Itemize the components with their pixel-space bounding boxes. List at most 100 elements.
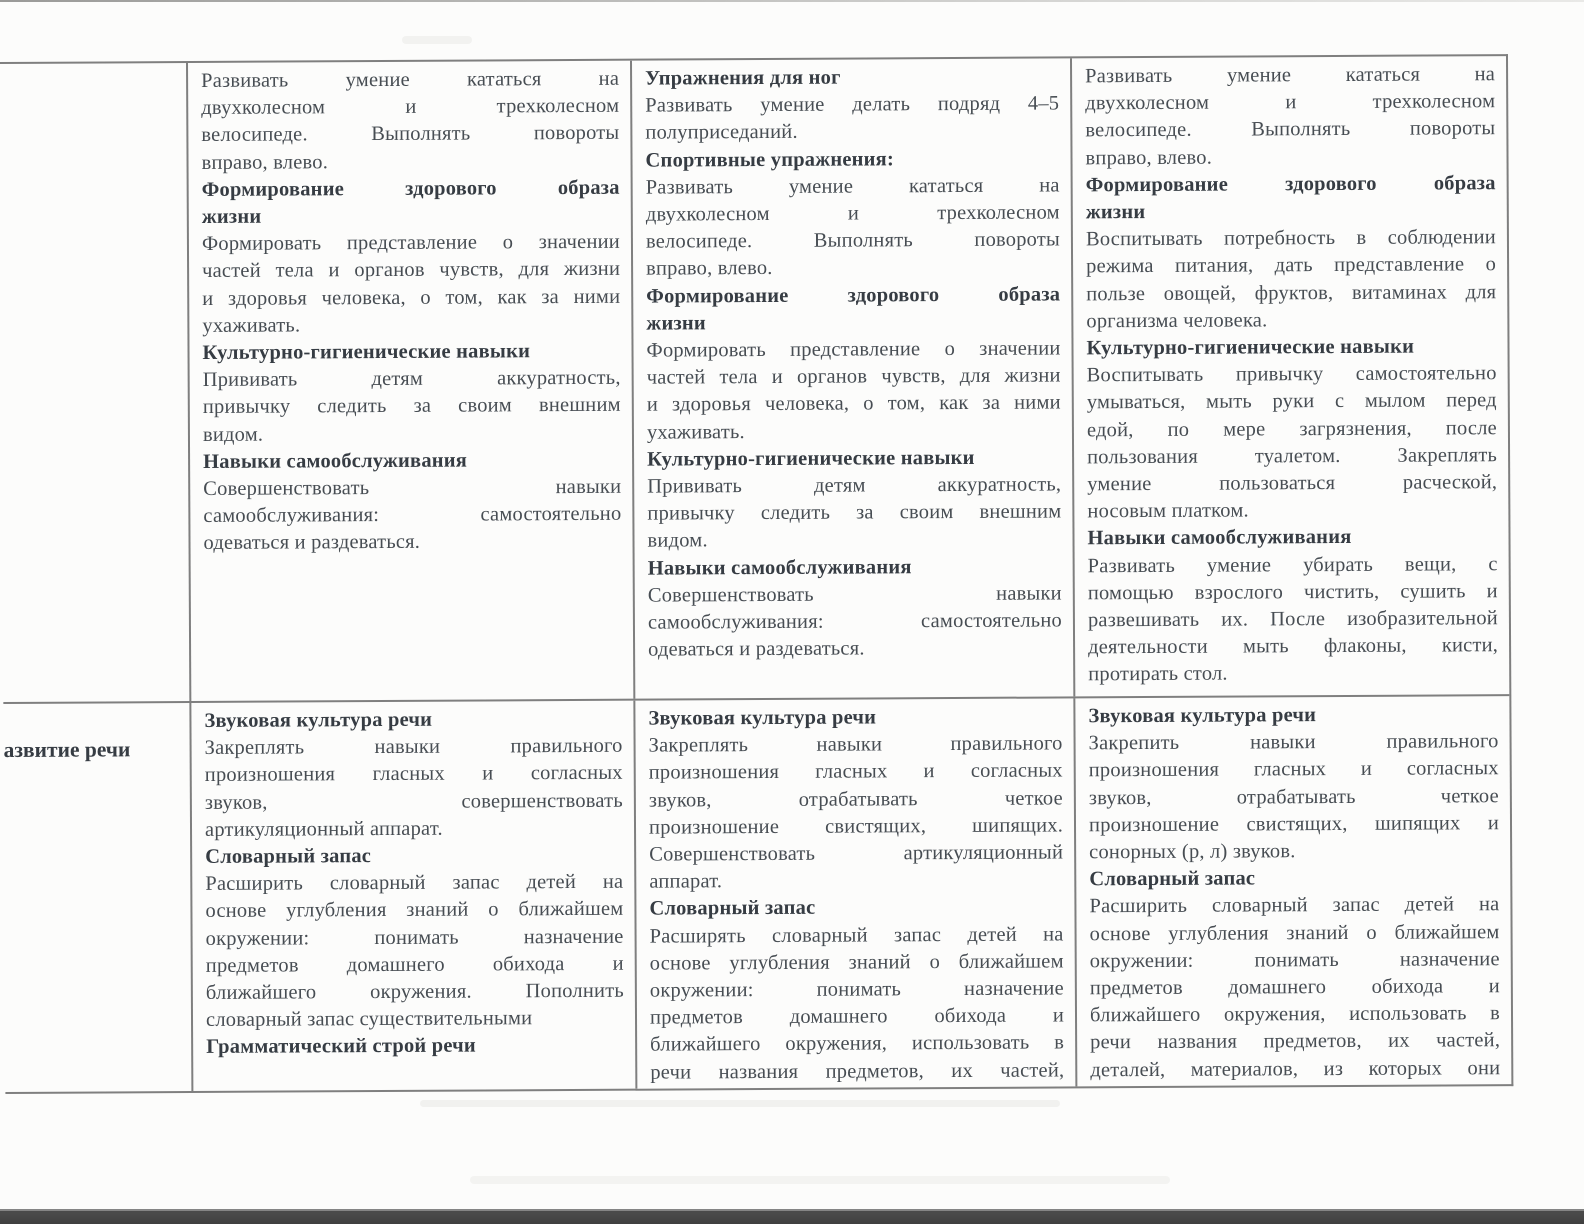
text-line: предметов домашнего обихода и: [649, 1004, 1065, 1029]
text-line: произношения гласных и согласных: [204, 762, 623, 787]
text-line: едой, по мере загрязнения, после: [1086, 416, 1497, 441]
table-row: азвитие речи Звуковая культура речи Закре…: [3, 694, 1512, 1092]
heading-line: жизни: [646, 312, 706, 335]
text-line: деятельности мыть флаконы, кисти,: [1088, 634, 1499, 659]
heading-line: Культурно-гигиенические навыки: [202, 340, 531, 364]
text-line: вправо, влево.: [646, 257, 773, 281]
heading-line: Звуковая культура речи: [1088, 704, 1317, 728]
text-line: словарный запас существительными: [205, 1007, 533, 1032]
text-line: Совершенствовать навыки: [647, 582, 1062, 607]
text-line: пользования туалетом. Закреплять: [1087, 444, 1498, 469]
heading-line: Упражнения для ног: [645, 66, 841, 90]
text-line: Воспитывать потребность в соблюдении: [1085, 226, 1496, 251]
text-line: пользе овощей, фруктов, витаминах для: [1086, 280, 1497, 305]
text-line: ближайшего окружения, использовать в: [1089, 1002, 1501, 1027]
text-line: предметов домашнего обихода и: [205, 952, 624, 977]
heading-line: Формирование здорового образа: [201, 176, 620, 201]
text-line: видом.: [202, 423, 264, 446]
text-line: основе углубления знаний о ближайшем: [1089, 920, 1500, 945]
table-cell: Упражнения для ног Развивать умение делат…: [630, 58, 1074, 699]
text-line: ухаживать.: [646, 420, 745, 444]
text-line: деталей, материалов, из которых они: [1090, 1056, 1501, 1081]
text-line: основе углубления знаний о ближайшем: [205, 898, 624, 923]
text-line: Развивать умение кататься на: [201, 67, 620, 92]
text-line: двухколесном и трехколесном: [645, 201, 1060, 226]
text-line: вправо, влево.: [1085, 146, 1213, 169]
text-line: полуприседаний.: [645, 121, 798, 145]
text-line: окружении: понимать назначение: [205, 925, 624, 950]
text-line: речи названия предметов, их частей,: [650, 1059, 1065, 1084]
text-line: окружении: понимать назначение: [1089, 947, 1500, 973]
heading-line: Словарный запас: [649, 897, 816, 921]
heading-line: жизни: [201, 205, 262, 228]
text-line: привычку следить за своим внешним: [202, 394, 621, 419]
text-line: самообслуживания: самостоятельно: [647, 609, 1062, 634]
text-line: протирать стол.: [1088, 663, 1228, 686]
text-line: Расширить словарный запас детей на: [1089, 893, 1500, 918]
text-line: двухколесном и трехколесном: [201, 94, 620, 120]
table-cell: Звуковая культура речи Закрепить навыки п…: [1073, 696, 1512, 1087]
text-line: Совершенствовать артикуляционный: [649, 841, 1064, 866]
scan-smudge: [420, 1100, 1060, 1107]
heading-line: Звуковая культура речи: [204, 708, 433, 732]
text-line: Прививать детям аккуратность,: [202, 366, 621, 392]
text-line: умываться, мыть руки с мылом перед: [1086, 389, 1497, 414]
heading-line: Грамматический строй речи: [206, 1034, 476, 1059]
text-line: произношения гласных и согласных: [1088, 757, 1499, 782]
text-line: Закреплять навыки правильного: [648, 732, 1063, 757]
text-line: и здоровья человека, о том, как за ними: [646, 391, 1061, 417]
row-header-label: азвитие речи: [3, 737, 131, 762]
row-header-cell: [0, 63, 189, 702]
heading-line: Навыки самообслуживания: [647, 555, 912, 580]
table-cell: Звуковая культура речи Закреплять навыки …: [633, 698, 1076, 1089]
text-line: произношения гласных и согласных: [648, 759, 1063, 785]
text-line: и здоровья человека, о том, как за ними: [202, 285, 621, 310]
text-line: окружении: понимать назначение: [649, 977, 1064, 1002]
text-line: Совершенствовать навыки: [203, 475, 622, 500]
text-line: видом.: [647, 529, 708, 553]
text-line: самообслуживания: самостоятельно: [203, 503, 622, 528]
text-line: ухаживать.: [202, 314, 301, 337]
text-line: велосипеде. Выполнять повороты: [645, 228, 1061, 253]
row-header-cell: азвитие речи: [3, 703, 191, 1092]
heading-line: Словарный запас: [205, 845, 372, 868]
text-line: Формировать представление о значении: [646, 337, 1061, 362]
text-line: помощью взрослого чистить, сушить и: [1087, 580, 1498, 605]
text-line: Развивать умение кататься на: [1085, 63, 1496, 88]
curriculum-table: Развивать умение кататься на двухколесном…: [0, 54, 1514, 1094]
text-line: ближайшего окружения, использовать в: [650, 1031, 1065, 1057]
text-line: звуков, совершенствовать: [204, 789, 623, 814]
text-line: одеваться и раздеваться.: [648, 637, 865, 661]
scan-smudge: [402, 36, 472, 44]
heading-line: Навыки самообслуживания: [203, 449, 468, 473]
scan-smudge: [470, 1176, 1170, 1184]
heading-line: Спортивные упражнения:: [645, 147, 894, 172]
text-line: аппарат.: [649, 870, 723, 893]
text-line: основе углубления знаний о ближайшем: [649, 950, 1064, 975]
text-line: частей тела и органов чувств, для жизни: [202, 258, 621, 283]
text-line: велосипеде. Выполнять повороты: [201, 122, 620, 147]
text-line: Расширять словарный запас детей на: [649, 923, 1064, 948]
text-line: Воспитывать привычку самостоятельно: [1086, 362, 1497, 387]
heading-line: Формирование здорового образа: [646, 283, 1061, 308]
text-line: речи названия предметов, их частей,: [1090, 1029, 1501, 1054]
scan-top-edge-line: [0, 0, 1584, 2]
text-line: Закрепить навыки правильного: [1088, 730, 1499, 755]
text-line: предметов домашнего обихода и: [1089, 975, 1500, 1000]
heading-line: Культурно-гигиенические навыки: [1086, 335, 1415, 360]
text-line: произношение свистящих, шипящих.: [648, 814, 1064, 839]
text-line: Закреплять навыки правильного: [204, 734, 623, 760]
heading-line: Словарный запас: [1089, 867, 1256, 891]
heading-line: Культурно-гигиенические навыки: [647, 446, 975, 471]
text-line: Формировать представление о значении: [201, 230, 621, 256]
table-row: Развивать умение кататься на двухколесном…: [0, 56, 1510, 702]
text-line: ближайшего окружения. Пополнить: [205, 979, 624, 1004]
text-line: развешивать их. После изобразительной: [1087, 607, 1498, 632]
text-line: носовым платком.: [1087, 499, 1249, 523]
heading-line: Формирование здорового образа: [1085, 171, 1496, 197]
table-cell: Развивать умение кататься на двухколесном…: [186, 60, 634, 702]
text-line: Развивать умение убирать вещи, с: [1087, 552, 1498, 577]
text-line: одеваться и раздеваться.: [203, 531, 421, 555]
text-line: режима питания, дать представление о: [1086, 253, 1497, 278]
